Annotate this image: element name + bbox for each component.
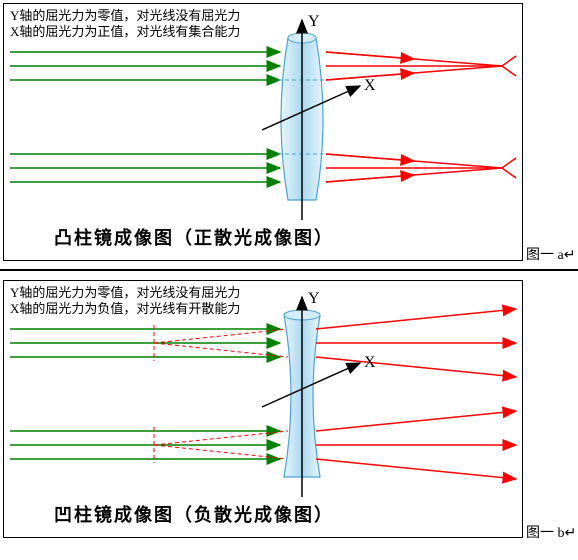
figure-b-outer-label: 图一 b↵ [526, 522, 576, 542]
axis-x-label-b: X [364, 354, 376, 371]
red-rays-top-b [316, 309, 516, 377]
caption-a: 凸柱镜成像图（正散光成像图） [54, 227, 334, 248]
note-line-1: Y轴的屈光力为零值，对光线没有屈光力 [10, 8, 240, 23]
figure-a-svg: Y轴的屈光力为零值，对光线没有屈光力 X轴的屈光力为正值，对光线有集合能力 [4, 4, 522, 260]
axis-x-label-a: X [364, 77, 376, 94]
note-line-2-b: X轴的屈光力为负值，对光线有开散能力 [10, 301, 240, 316]
green-rays-b [10, 329, 280, 459]
red-rays-top-a [326, 52, 516, 80]
green-rays-a [10, 52, 280, 182]
axis-y-label-a: Y [308, 13, 320, 30]
figure-b-svg: Y轴的屈光力为零值，对光线没有屈光力 X轴的屈光力为负值，对光线有开散能力 [4, 281, 522, 537]
virtual-rays-b [154, 325, 288, 463]
note-line-2: X轴的屈光力为正值，对光线有集合能力 [10, 24, 240, 39]
figure-a-box: Y轴的屈光力为零值，对光线没有屈光力 X轴的屈光力为正值，对光线有集合能力 [3, 3, 523, 261]
note-line-1-b: Y轴的屈光力为零值，对光线没有屈光力 [10, 285, 240, 300]
red-rays-bot-b [316, 411, 516, 479]
divider [0, 269, 578, 271]
axis-y-label-b: Y [308, 290, 320, 307]
red-rays-bot-a [326, 154, 516, 182]
figure-b-box: Y轴的屈光力为零值，对光线没有屈光力 X轴的屈光力为负值，对光线有开散能力 [3, 280, 523, 538]
figure-a-outer-label: 图一 a↵ [526, 244, 575, 264]
caption-b: 凹柱镜成像图（负散光成像图） [54, 504, 334, 525]
